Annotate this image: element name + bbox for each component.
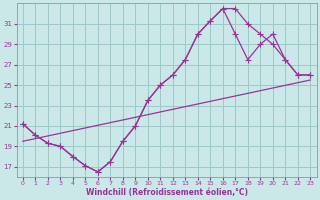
X-axis label: Windchill (Refroidissement éolien,°C): Windchill (Refroidissement éolien,°C)	[85, 188, 248, 197]
